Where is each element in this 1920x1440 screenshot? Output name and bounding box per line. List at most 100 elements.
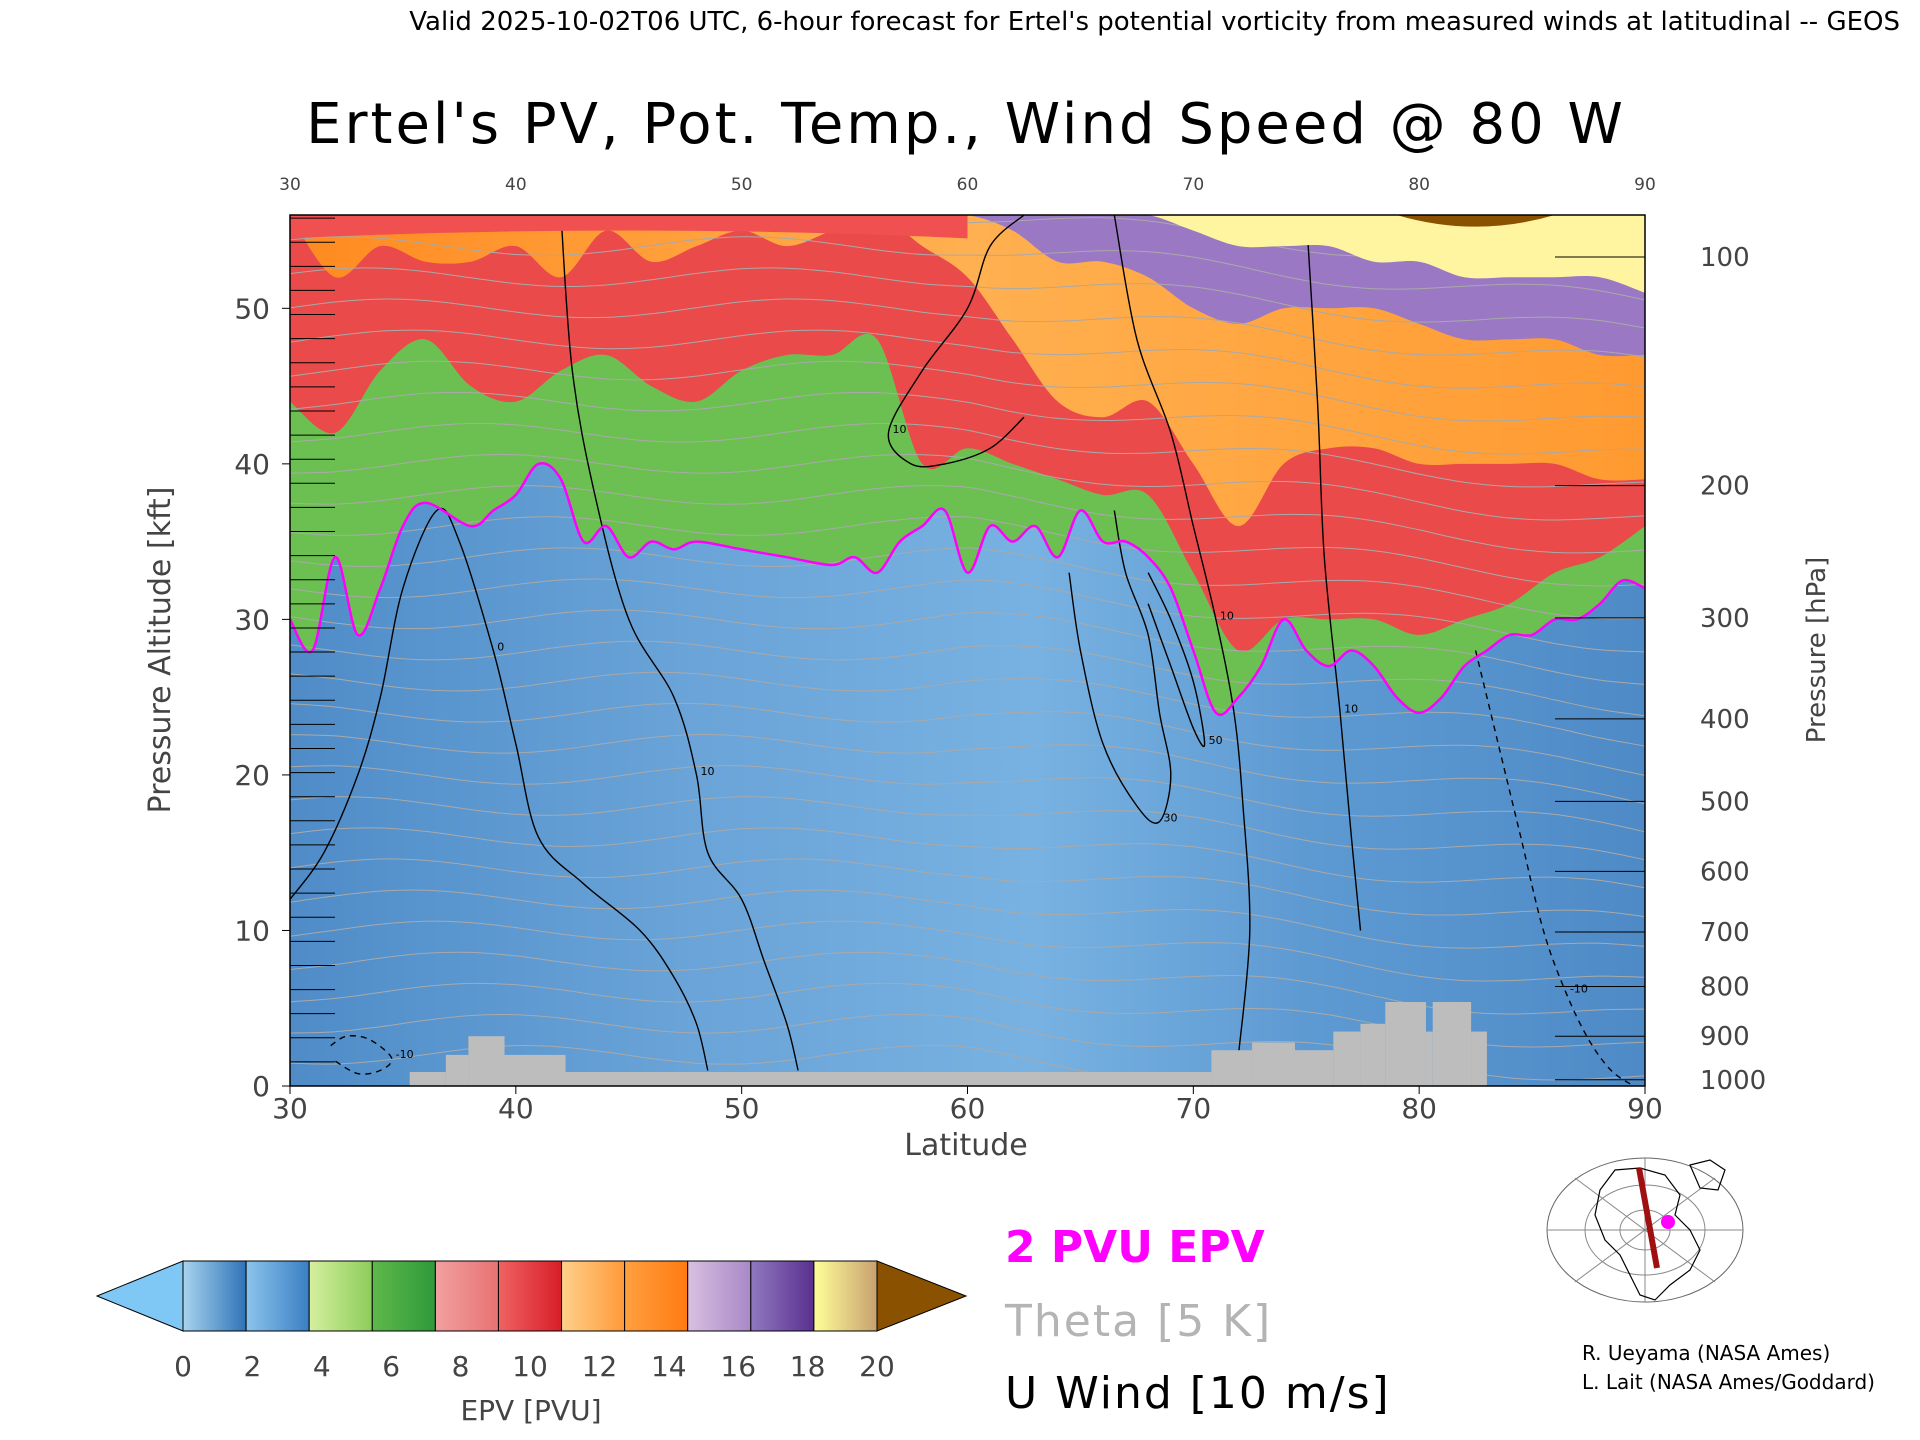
pressure-tick-label: 200 bbox=[1700, 472, 1750, 502]
colorbar-tick-label: 2 bbox=[243, 1350, 261, 1383]
theta-contour bbox=[290, 391, 1645, 455]
wind-contour bbox=[1147, 572, 1206, 748]
wind-contour bbox=[290, 507, 709, 1071]
wind-contour bbox=[560, 215, 799, 1071]
pv-purple-layer bbox=[290, 215, 1645, 357]
theta-contour bbox=[290, 236, 1645, 301]
wind-contour-label: -10 bbox=[1570, 983, 1588, 996]
wind-contour bbox=[1474, 650, 1635, 1086]
colorbar-segment bbox=[182, 1260, 247, 1332]
x-top-tick-label: 30 bbox=[279, 175, 301, 195]
theta-contour bbox=[290, 298, 1645, 358]
colorbar-tick-label: 8 bbox=[452, 1350, 470, 1383]
pv-brown-cap bbox=[1396, 215, 1555, 227]
terrain-step bbox=[1385, 1002, 1426, 1086]
colorbar-segment bbox=[434, 1260, 499, 1332]
theta-contour bbox=[290, 640, 1645, 717]
theta-contour bbox=[290, 796, 1645, 861]
wind-contour-label: 0 bbox=[497, 641, 504, 654]
theta-contour bbox=[290, 765, 1645, 833]
theta-contour bbox=[290, 547, 1645, 620]
x-top-tick-label: 60 bbox=[957, 175, 979, 195]
pressure-tick-label: 700 bbox=[1700, 918, 1750, 948]
theta-contour bbox=[290, 702, 1645, 776]
x-tick-label: 90 bbox=[1627, 1092, 1663, 1125]
colorbar-segment bbox=[497, 1260, 563, 1332]
terrain-step bbox=[1432, 1002, 1472, 1086]
theta-contour bbox=[290, 360, 1645, 422]
theta-contour bbox=[290, 827, 1645, 889]
y-axis: 0 10 20 30 40 50 bbox=[234, 217, 335, 1103]
wind-contour bbox=[1305, 215, 1362, 931]
pressure-tick-label: 900 bbox=[1700, 1022, 1750, 1052]
pv-yellow-layer bbox=[290, 215, 1645, 293]
x-tick-label: 60 bbox=[950, 1092, 986, 1125]
terrain-step bbox=[1360, 1023, 1386, 1086]
theta-contour bbox=[290, 422, 1645, 488]
x-tick-label: 30 bbox=[272, 1092, 308, 1125]
theta-contour bbox=[290, 1045, 1645, 1086]
x-axis-label: Latitude bbox=[904, 1128, 1027, 1163]
pressure-tick-label: 800 bbox=[1700, 972, 1750, 1002]
two-pvu-contour bbox=[290, 462, 1645, 716]
x-top-tick-label: 70 bbox=[1183, 175, 1205, 195]
x-tick-label: 40 bbox=[498, 1092, 534, 1125]
colorbar-over-arrow bbox=[876, 1260, 968, 1332]
colorbar-tick-label: 0 bbox=[174, 1350, 192, 1383]
terrain-step bbox=[967, 1072, 1212, 1086]
credit-line-1: R. Ueyama (NASA Ames) bbox=[1582, 1341, 1830, 1365]
x-tick-label: 70 bbox=[1176, 1092, 1212, 1125]
terrain-step bbox=[1294, 1050, 1334, 1086]
x-axis: 30 40 50 60 70 80 90 bbox=[272, 1086, 1663, 1125]
plot-area: 10 10 10 0 10 30 50 -10 -10 bbox=[290, 215, 1645, 1086]
theta-contour bbox=[290, 516, 1645, 587]
y-tick-label: 50 bbox=[234, 292, 270, 325]
terrain-step bbox=[1471, 1031, 1487, 1086]
legend-theta: Theta [5 K] bbox=[1004, 1296, 1272, 1347]
theta-contours bbox=[290, 215, 1645, 1086]
locator-map bbox=[1545, 1155, 1745, 1305]
x-tick-label: 80 bbox=[1401, 1092, 1437, 1125]
credit-line-2: L. Lait (NASA Ames/Goddard) bbox=[1582, 1370, 1875, 1394]
wind-contour bbox=[887, 215, 1025, 468]
legend-pv: 2 PVU EPV bbox=[1005, 1222, 1265, 1273]
x-tick-label: 50 bbox=[724, 1092, 760, 1125]
colorbar-segment bbox=[371, 1260, 436, 1332]
theta-contour bbox=[290, 734, 1645, 805]
wind-contour-label: 10 bbox=[1344, 703, 1358, 716]
epv-colorbar: 0 2 4 6 8 10 12 14 16 18 20 bbox=[95, 1260, 968, 1383]
pressure-tick-label: 600 bbox=[1700, 857, 1750, 887]
colorbar-tick-label: 18 bbox=[790, 1350, 826, 1383]
colorbar-segment bbox=[308, 1260, 373, 1332]
colorbar-segment bbox=[561, 1260, 626, 1332]
pressure-axis-label: Pressure [hPa] bbox=[1802, 557, 1832, 744]
theta-contour bbox=[290, 267, 1645, 329]
colorbar-segment bbox=[245, 1260, 310, 1332]
terrain-step bbox=[1333, 1031, 1361, 1086]
terrain-step bbox=[1425, 1031, 1433, 1086]
wind-contour-label: -10 bbox=[396, 1048, 414, 1061]
wind-contour bbox=[1068, 510, 1172, 824]
pressure-tick-label: 500 bbox=[1700, 787, 1750, 817]
theta-contour bbox=[290, 920, 1645, 982]
terrain-step bbox=[1252, 1042, 1295, 1086]
pressure-tick-label: 1000 bbox=[1700, 1066, 1766, 1096]
terrain-step bbox=[445, 1054, 469, 1086]
wind-contour bbox=[1113, 215, 1251, 1055]
colorbar-tick-label: 4 bbox=[313, 1350, 331, 1383]
wind-contour-label: 10 bbox=[1220, 609, 1234, 622]
pressure-tick-label: 100 bbox=[1700, 243, 1750, 273]
terrain-step bbox=[504, 1054, 566, 1086]
x-axis-top: 30 40 50 60 70 80 90 bbox=[279, 175, 1656, 195]
pressure-tick-label: 400 bbox=[1700, 705, 1750, 735]
x-top-tick-label: 40 bbox=[505, 175, 527, 195]
theta-contour bbox=[290, 329, 1645, 389]
colorbar-tick-label: 6 bbox=[382, 1350, 400, 1383]
pv-top-red bbox=[290, 215, 968, 239]
colorbar-segment bbox=[750, 1260, 815, 1332]
wind-contour-label: 10 bbox=[892, 423, 906, 436]
terrain-step bbox=[468, 1036, 505, 1086]
terrain-step bbox=[409, 1072, 446, 1086]
valid-time-line: Valid 2025-10-02T06 UTC, 6-hour forecast… bbox=[409, 7, 1900, 37]
legend-wind: U Wind [10 m/s] bbox=[1005, 1368, 1391, 1419]
